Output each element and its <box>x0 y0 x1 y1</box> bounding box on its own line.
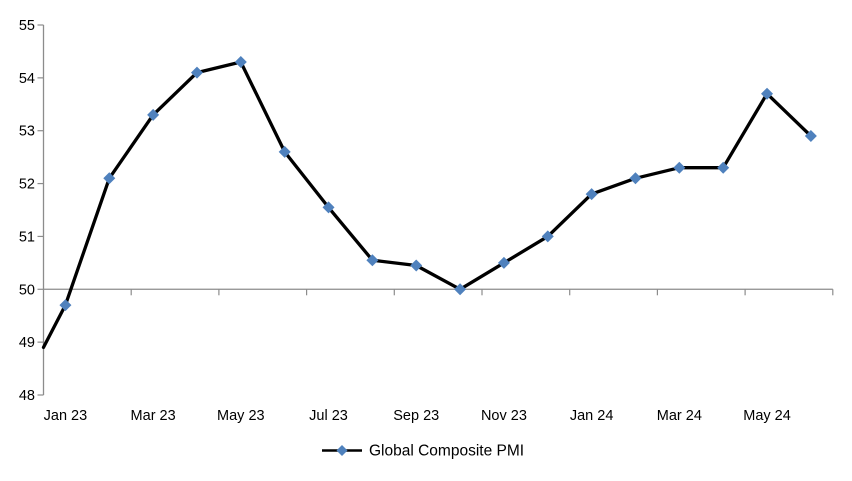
y-axis-label: 55 <box>19 18 35 34</box>
x-axis-label: Jan 23 <box>44 408 88 424</box>
data-point-marker <box>497 256 510 269</box>
legend-marker-icon <box>336 445 348 456</box>
x-axis-label: Mar 24 <box>657 408 702 424</box>
x-axis-label: May 24 <box>743 408 791 424</box>
y-axis-label: 53 <box>19 124 35 140</box>
y-axis-label: 50 <box>19 282 35 298</box>
x-axis-label: Jan 24 <box>570 408 614 424</box>
y-axis-label: 49 <box>19 335 35 351</box>
y-axis-label: 48 <box>19 388 35 404</box>
data-point-marker <box>629 172 642 185</box>
data-point-marker <box>541 230 554 243</box>
x-axis-label: Mar 23 <box>131 408 176 424</box>
data-point-marker <box>410 259 423 272</box>
x-axis-label: Jul 23 <box>309 408 348 424</box>
data-point-marker <box>454 283 467 296</box>
pmi-series-line <box>41 60 813 350</box>
data-point-marker <box>234 55 247 68</box>
data-point-marker <box>322 201 335 214</box>
data-point-marker <box>585 188 598 201</box>
x-axis-label: Nov 23 <box>481 408 527 424</box>
y-axis-label: 52 <box>19 177 35 193</box>
data-point-marker <box>278 145 291 158</box>
data-point-marker <box>673 161 686 174</box>
data-point-marker <box>717 161 730 174</box>
data-point-marker <box>147 108 160 121</box>
y-axis-label: 51 <box>19 229 35 245</box>
data-point-marker <box>366 254 379 267</box>
data-point-marker <box>804 129 817 142</box>
y-axis-label: 54 <box>19 71 35 87</box>
x-axis-label: Sep 23 <box>393 408 439 424</box>
legend: Global Composite PMI <box>322 443 524 460</box>
data-point-marker <box>59 299 72 312</box>
data-point-marker <box>761 87 774 100</box>
x-axis-label: May 23 <box>217 408 265 424</box>
legend-label: Global Composite PMI <box>369 443 524 460</box>
data-point-marker <box>103 172 116 185</box>
data-point-marker <box>190 66 203 79</box>
